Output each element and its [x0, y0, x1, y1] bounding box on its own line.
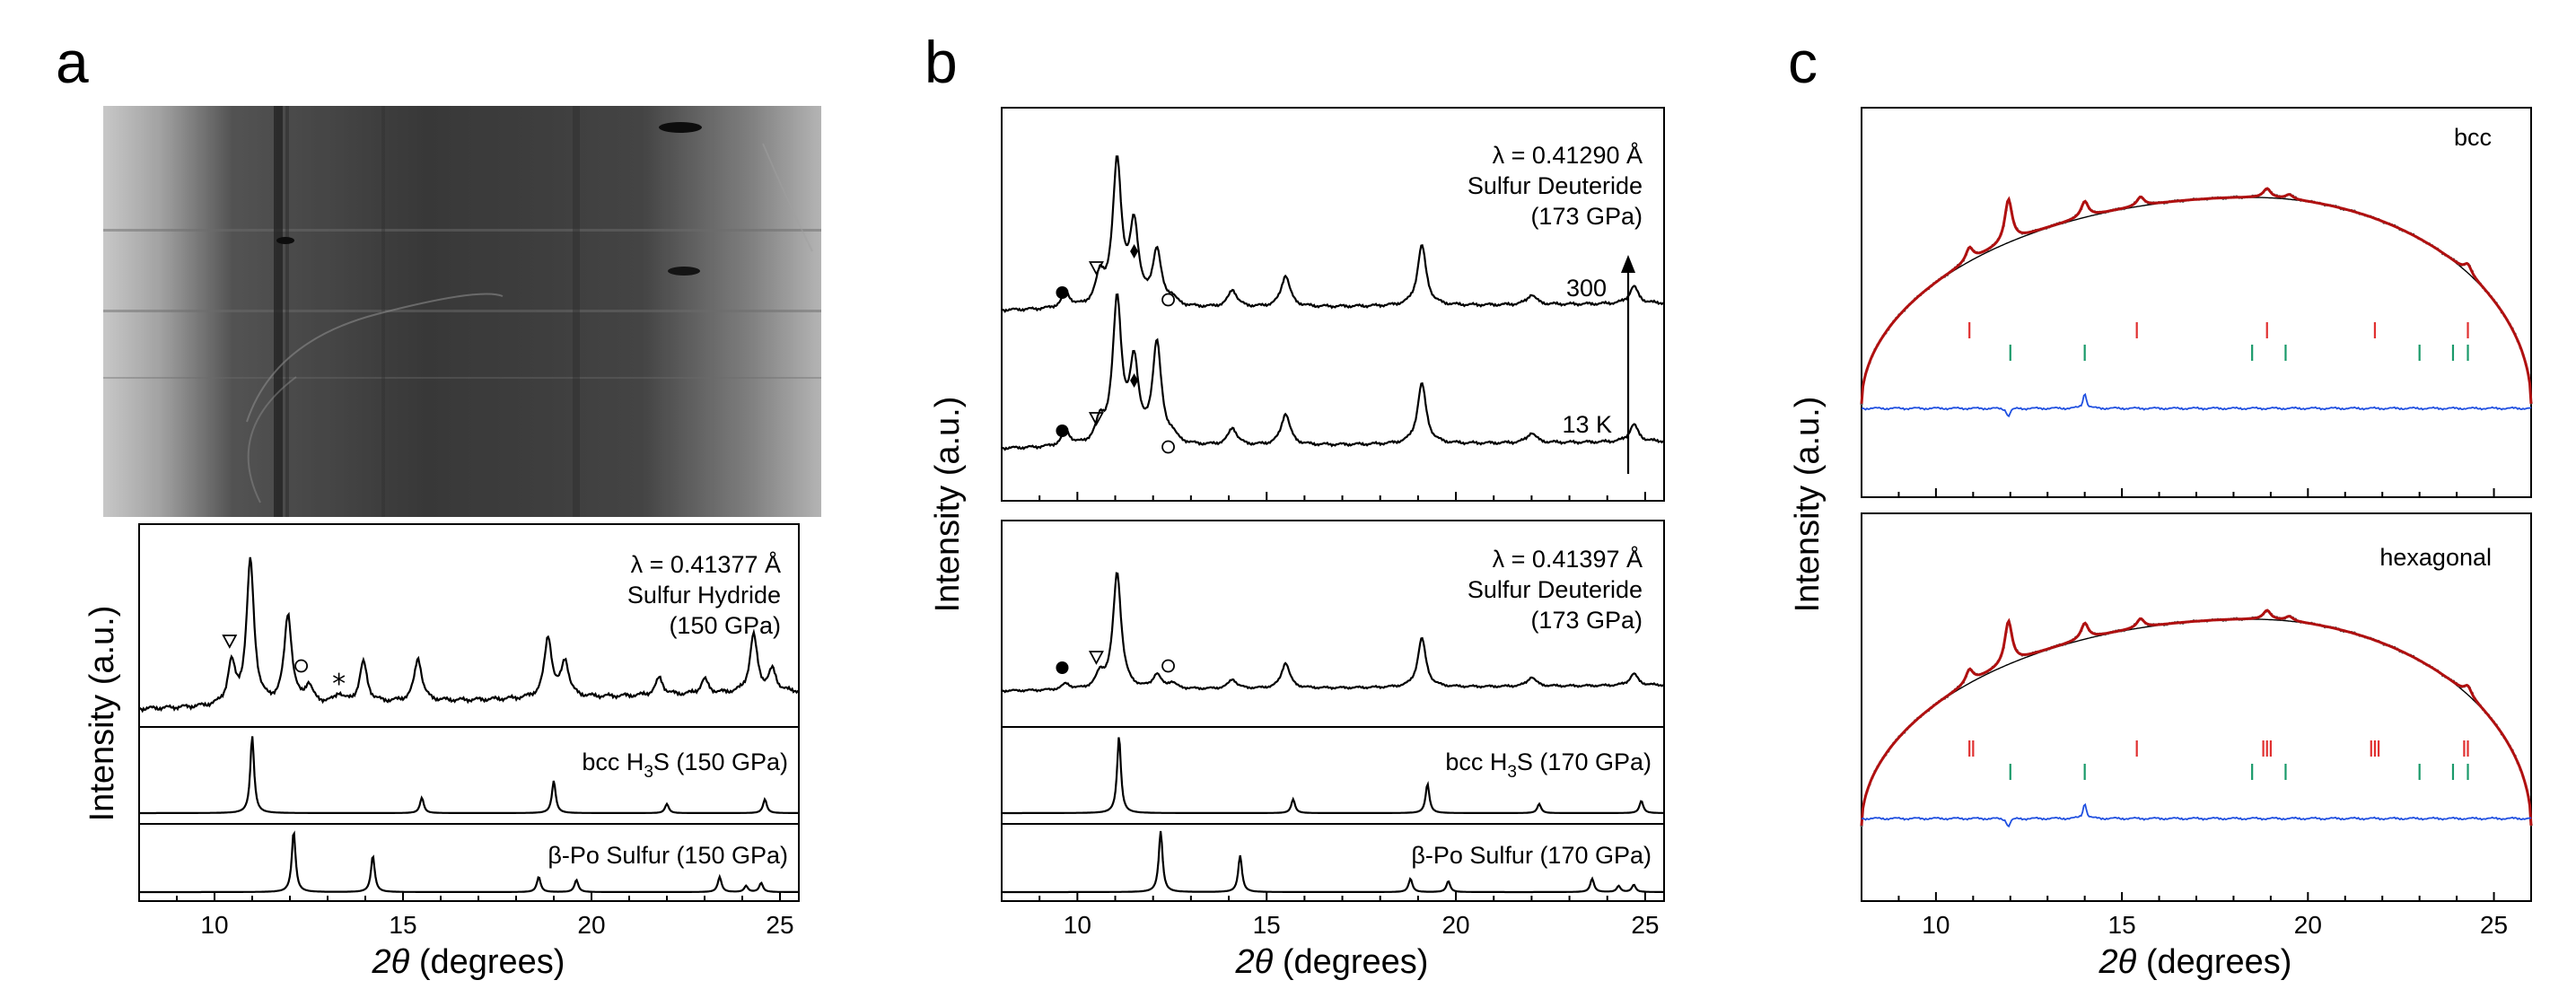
label-c-bcc: bcc — [2454, 124, 2492, 151]
x-ticks-b: 10 15 20 25 — [1001, 492, 1659, 939]
marker-b-exp-triangle-open-1 — [1088, 651, 1104, 665]
series-label-300: 300 — [1566, 275, 1607, 302]
trace-a-experiment — [138, 556, 800, 713]
pressure-b-bottom: (173 GPa) — [1530, 607, 1643, 634]
b-tick-label-20: 20 — [1441, 911, 1469, 939]
trace-b-beta-po-reference — [1002, 830, 1664, 894]
marker-b-300-triangle-open-1 — [1088, 261, 1104, 276]
x-axis-title-c: 2θ (degrees) — [2098, 943, 2292, 981]
observed-points-c-0 — [1860, 188, 2533, 406]
a-tick-label-10: 10 — [200, 911, 228, 939]
panel-a: * 10 15 20 25 λ = 0.41377 Å Sulfur Hydride … — [83, 106, 821, 981]
a-tick-label-20: 20 — [577, 911, 605, 939]
y-axis-title-c: Intensity (a.u.) — [1789, 397, 1827, 613]
panel-b-top-frame — [1001, 107, 1665, 502]
trace-a-beta-po-reference — [139, 830, 799, 894]
pressure-b-top: (173 GPa) — [1530, 203, 1643, 230]
c-tick-label-25: 25 — [2480, 911, 2508, 939]
background-curve-c-1 — [1861, 618, 2532, 827]
panel-c: 10 15 20 25 bcc hexagonal Intensity (a.u.) … — [1789, 107, 2533, 981]
series-label-13k: 13 K — [1562, 411, 1612, 438]
panel-c-bottom-frame — [1861, 512, 2532, 902]
a-tick-label-15: 15 — [389, 911, 416, 939]
y-axis-title-a: Intensity (a.u.) — [83, 606, 121, 822]
fit-curve-c-1 — [1860, 608, 2533, 827]
c-tick-label-15: 15 — [2108, 911, 2136, 939]
trace-b-bcc-reference — [1002, 737, 1665, 815]
marker-a-circle-open-1 — [294, 659, 309, 673]
residual-curve-c-0 — [1861, 392, 2532, 418]
b-tick-label-15: 15 — [1253, 911, 1281, 939]
sample-a: Sulfur Hydride — [627, 582, 781, 608]
trace-a-bcc-reference — [139, 736, 799, 815]
marker-b-300-circle-open-3 — [1161, 293, 1175, 307]
subplot-c-hexagonal — [1860, 608, 2533, 828]
y-axis-title-b: Intensity (a.u.) — [929, 397, 967, 613]
label-a-bcc: bcc H3S (150 GPa) — [582, 748, 788, 782]
marker-b-exp-circle-open-2 — [1161, 659, 1175, 673]
marker-b-13k-diamond-2 — [1130, 373, 1139, 388]
detector-image — [103, 106, 821, 517]
panel-a-frame — [138, 523, 800, 902]
label-a-beta-po: β-Po Sulfur (150 GPa) — [548, 842, 788, 869]
sample-b-top: Sulfur Deuteride — [1468, 172, 1643, 199]
subplot-c-bcc — [1860, 187, 2533, 418]
trace-b-experiment — [1001, 572, 1665, 694]
marker-b-300-diamond-2 — [1130, 244, 1139, 258]
markers-a: * — [222, 635, 346, 700]
sample-b-bottom: Sulfur Deuteride — [1468, 576, 1643, 603]
label-b-bcc: bcc H3S (170 GPa) — [1445, 748, 1652, 782]
panel-letter-c: c — [1788, 29, 1818, 95]
observed-points-c-1 — [1860, 609, 2533, 827]
fit-curve-c-0 — [1860, 187, 2533, 405]
trace-b-13k — [1001, 293, 1665, 451]
marker-b-13k-circle-open-3 — [1161, 440, 1175, 454]
wavelength-a: λ = 0.41377 Å — [631, 550, 781, 578]
x-axis-title-a: 2θ (degrees) — [372, 943, 565, 981]
marker-a-triangle-open-0 — [222, 635, 238, 649]
marker-b-13k-triangle-open-1 — [1088, 412, 1104, 426]
a-tick-label-25: 25 — [766, 911, 793, 939]
panel-c-top-frame — [1861, 107, 2532, 498]
panel-letter-b: b — [924, 29, 958, 95]
c-tick-label-10: 10 — [1922, 911, 1950, 939]
x-ticks-a: 10 15 20 25 — [138, 892, 794, 939]
panel-b: 10 15 20 25 λ = 0.41290 Å Sulfur Deuteride … — [929, 107, 1665, 981]
panel-b-bottom-frame — [1001, 520, 1665, 902]
residual-curve-c-1 — [1861, 802, 2532, 828]
b-tick-label-10: 10 — [1064, 911, 1091, 939]
panel-letter-a: a — [56, 29, 89, 95]
c-tick-label-20: 20 — [2294, 911, 2322, 939]
temperature-arrow — [1621, 255, 1635, 474]
marker-b-exp-circle-filled-0 — [1056, 661, 1069, 674]
marker-b-300-circle-filled-0 — [1056, 286, 1069, 299]
pressure-a: (150 GPa) — [669, 612, 781, 639]
x-axis-title-b: 2θ (degrees) — [1235, 943, 1429, 981]
x-ticks-c: 10 15 20 25 — [1861, 488, 2532, 939]
marker-a-star-2: * — [332, 669, 346, 700]
label-c-hexagonal: hexagonal — [2379, 544, 2492, 571]
wavelength-b-bottom: λ = 0.41397 Å — [1493, 545, 1643, 573]
background-curve-c-0 — [1861, 197, 2532, 405]
wavelength-b-top: λ = 0.41290 Å — [1493, 141, 1643, 169]
trace-b-300 — [1001, 155, 1665, 313]
marker-b-13k-circle-filled-0 — [1056, 425, 1069, 437]
markers-b — [1056, 244, 1175, 674]
label-b-beta-po: β-Po Sulfur (170 GPa) — [1411, 842, 1652, 869]
b-tick-label-25: 25 — [1631, 911, 1659, 939]
